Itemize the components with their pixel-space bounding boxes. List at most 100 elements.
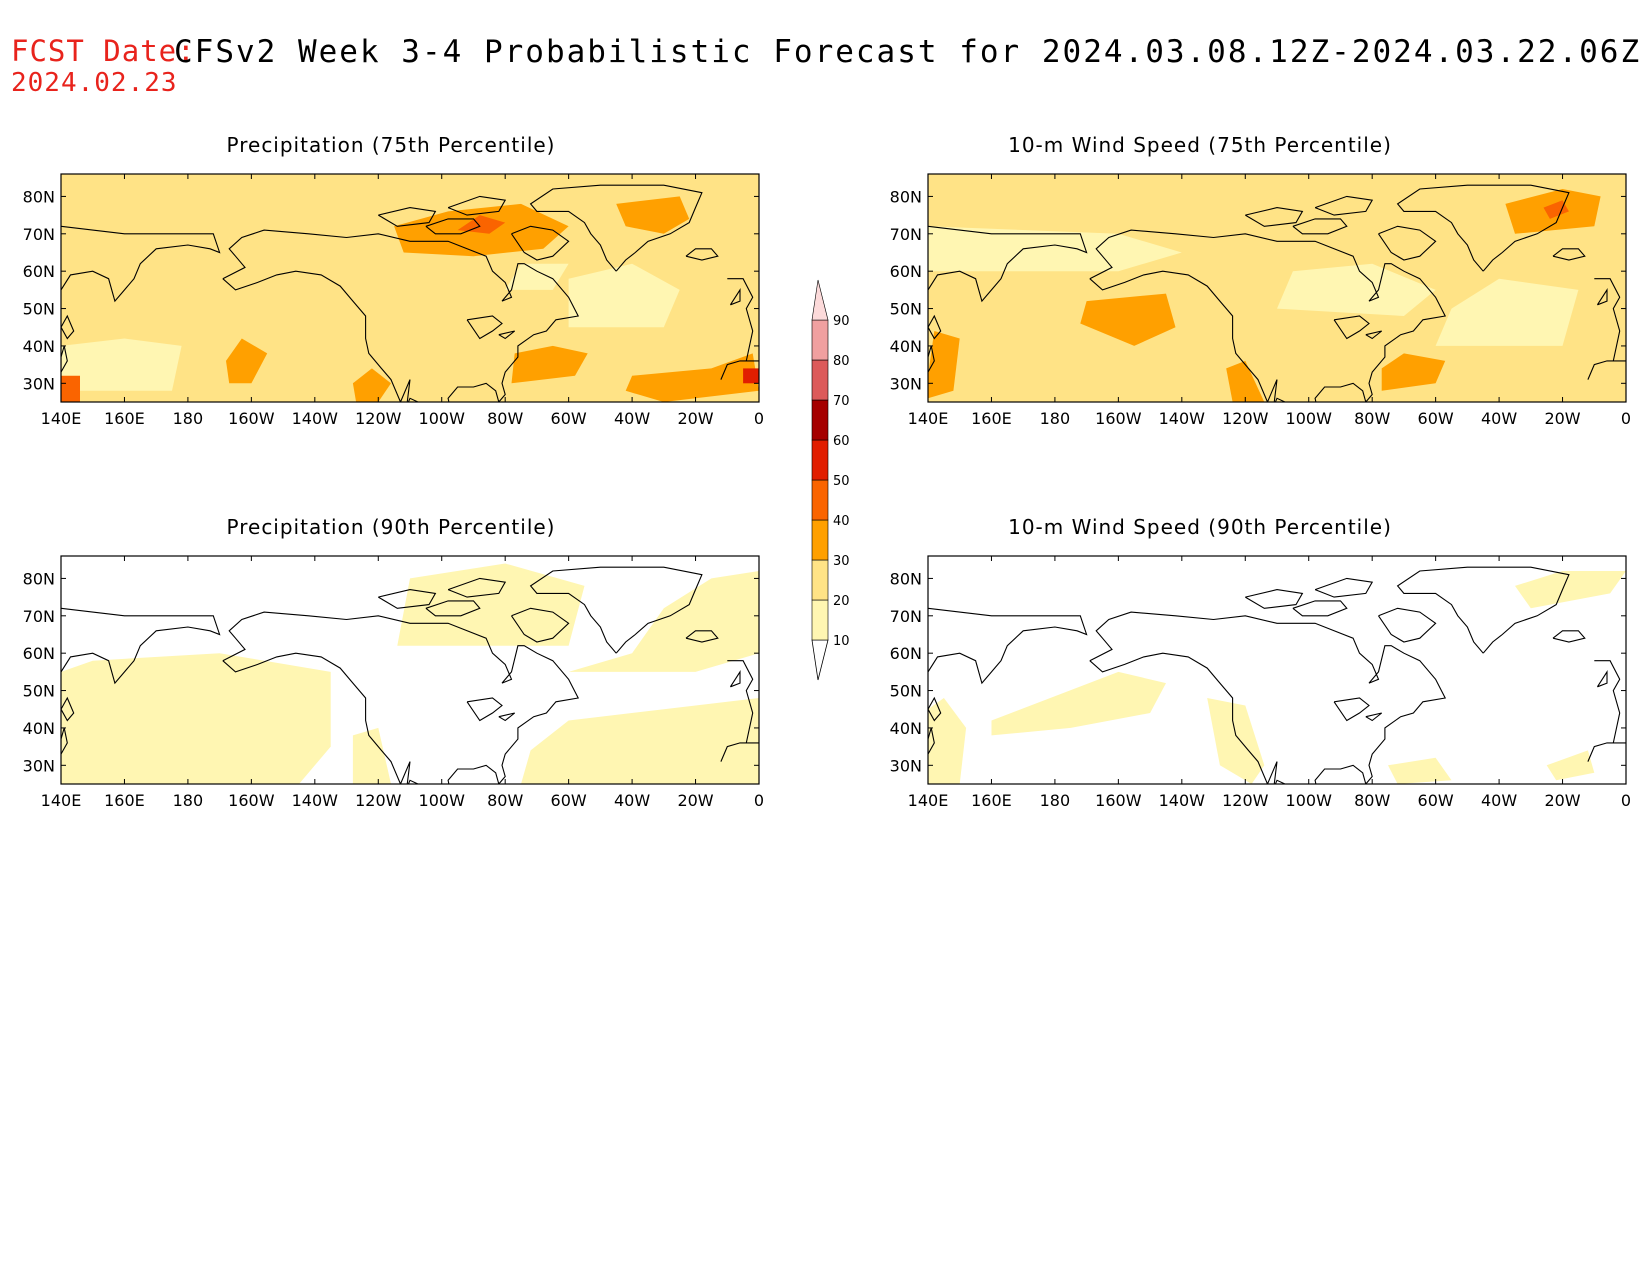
lat-tick-label: 50N bbox=[23, 300, 55, 319]
coastline bbox=[1396, 566, 1570, 654]
map-background bbox=[928, 556, 1626, 784]
coastline bbox=[1089, 229, 1447, 402]
lon-tick-label: 140W bbox=[292, 791, 339, 810]
colorbar-level-label: 30 bbox=[833, 554, 850, 569]
lon-tick-label: 100W bbox=[1286, 409, 1333, 428]
coastline bbox=[1594, 660, 1626, 744]
lon-tick-label: 80W bbox=[487, 409, 523, 428]
colorbar-swatch bbox=[811, 399, 829, 441]
probability-fill bbox=[1546, 750, 1595, 781]
fcst-date-value: 2024.02.23 bbox=[11, 68, 178, 98]
map-wind-90: 80N 70N 60N 50N 40N 30N 140E 160E 180 160W 140W 120… bbox=[890, 555, 1631, 810]
lat-tick-label: 50N bbox=[890, 682, 922, 701]
lon-tick-label: 60W bbox=[551, 409, 587, 428]
coastline bbox=[466, 697, 503, 722]
probability-fill bbox=[1515, 571, 1626, 609]
lon-tick-label: 160W bbox=[1095, 409, 1142, 428]
probability-fill bbox=[625, 353, 759, 402]
lon-tick-label: 60W bbox=[551, 791, 587, 810]
lon-tick-label: 20W bbox=[677, 409, 713, 428]
coastline bbox=[1292, 218, 1348, 235]
probability-fill bbox=[928, 698, 967, 784]
coastline bbox=[529, 184, 703, 272]
coastline bbox=[466, 315, 503, 340]
lon-tick-label: 140W bbox=[1159, 409, 1206, 428]
coastline bbox=[1245, 207, 1304, 227]
probability-fill bbox=[352, 368, 391, 402]
coastline bbox=[378, 589, 437, 609]
coastline bbox=[1333, 315, 1370, 340]
lon-tick-label: 140E bbox=[908, 409, 949, 428]
coastline bbox=[447, 195, 507, 216]
coastline bbox=[928, 225, 1088, 303]
lon-tick-label: 80W bbox=[1354, 409, 1390, 428]
map-frame bbox=[60, 555, 760, 785]
lon-tick-label: 140E bbox=[41, 791, 82, 810]
colorbar-level-label: 70 bbox=[833, 394, 850, 409]
coastline bbox=[425, 600, 481, 617]
lon-tick-label: 160W bbox=[228, 409, 275, 428]
lat-tick-label: 70N bbox=[890, 225, 922, 244]
lon-tick-label: 40W bbox=[1481, 791, 1517, 810]
coastline bbox=[1396, 184, 1570, 272]
lon-tick-label: 0 bbox=[754, 409, 764, 428]
colorbar-level-label: 10 bbox=[833, 634, 850, 649]
map-frame bbox=[60, 173, 760, 403]
lat-tick-label: 30N bbox=[890, 756, 922, 775]
probability-fill bbox=[397, 563, 585, 646]
lon-tick-label: 180 bbox=[173, 409, 204, 428]
panel-title-wind-75: 10-m Wind Speed (75th Percentile) bbox=[1008, 133, 1392, 157]
lon-tick-label: 0 bbox=[1621, 791, 1631, 810]
coastline bbox=[685, 248, 719, 261]
map-precip-90: 80N 70N 60N 50N 40N 30N 140E 160E 180 160W 140W 120… bbox=[23, 555, 764, 810]
coastline bbox=[1365, 330, 1383, 340]
coastline bbox=[222, 229, 580, 402]
lat-tick-label: 70N bbox=[890, 607, 922, 626]
lon-tick-label: 180 bbox=[1040, 791, 1071, 810]
probability-fill bbox=[352, 727, 391, 784]
lat-tick-label: 80N bbox=[23, 187, 55, 206]
coastline bbox=[1596, 670, 1608, 688]
probability-fill bbox=[61, 375, 80, 402]
probability-fill bbox=[743, 368, 759, 384]
colorbar-level-label: 90 bbox=[833, 314, 850, 329]
coastline bbox=[222, 611, 580, 784]
probability-fill bbox=[1388, 757, 1452, 784]
coastline bbox=[498, 330, 516, 340]
coastline bbox=[1365, 712, 1383, 722]
colorbar-swatch bbox=[811, 519, 829, 561]
probability-fill bbox=[568, 263, 680, 328]
lat-tick-label: 40N bbox=[23, 337, 55, 356]
probability-fill bbox=[1277, 263, 1436, 316]
map-wind-75: 80N 70N 60N 50N 40N 30N 140E 160E 180 160W 140W 120… bbox=[890, 173, 1631, 428]
probability-fill bbox=[1080, 293, 1176, 346]
coastline bbox=[1292, 600, 1348, 617]
lat-tick-label: 80N bbox=[890, 569, 922, 588]
colorbar-top-arrow bbox=[811, 279, 829, 321]
lon-tick-label: 80W bbox=[487, 791, 523, 810]
fcst-date-label: FCST Date: bbox=[11, 34, 196, 68]
lon-tick-label: 160W bbox=[228, 791, 275, 810]
lon-tick-label: 100W bbox=[419, 791, 466, 810]
probability-fill bbox=[226, 338, 268, 384]
coastline bbox=[928, 607, 1088, 685]
map-frame bbox=[927, 173, 1627, 403]
lon-tick-label: 40W bbox=[614, 409, 650, 428]
coastline bbox=[1314, 577, 1374, 598]
probability-fill bbox=[457, 215, 506, 234]
lat-tick-label: 80N bbox=[890, 187, 922, 206]
map-frame bbox=[927, 555, 1627, 785]
probability-fill bbox=[61, 653, 331, 784]
lon-tick-label: 140W bbox=[1159, 791, 1206, 810]
lat-tick-label: 30N bbox=[23, 374, 55, 393]
colorbar-swatch bbox=[811, 479, 829, 521]
lon-tick-label: 140W bbox=[292, 409, 339, 428]
coastline bbox=[1596, 288, 1608, 306]
lon-tick-label: 160E bbox=[104, 409, 145, 428]
lat-tick-label: 70N bbox=[23, 225, 55, 244]
lat-tick-label: 80N bbox=[23, 569, 55, 588]
probability-fill bbox=[1381, 353, 1446, 391]
probability-fill bbox=[511, 345, 588, 384]
lat-tick-label: 50N bbox=[23, 682, 55, 701]
probability-fill bbox=[991, 671, 1166, 736]
